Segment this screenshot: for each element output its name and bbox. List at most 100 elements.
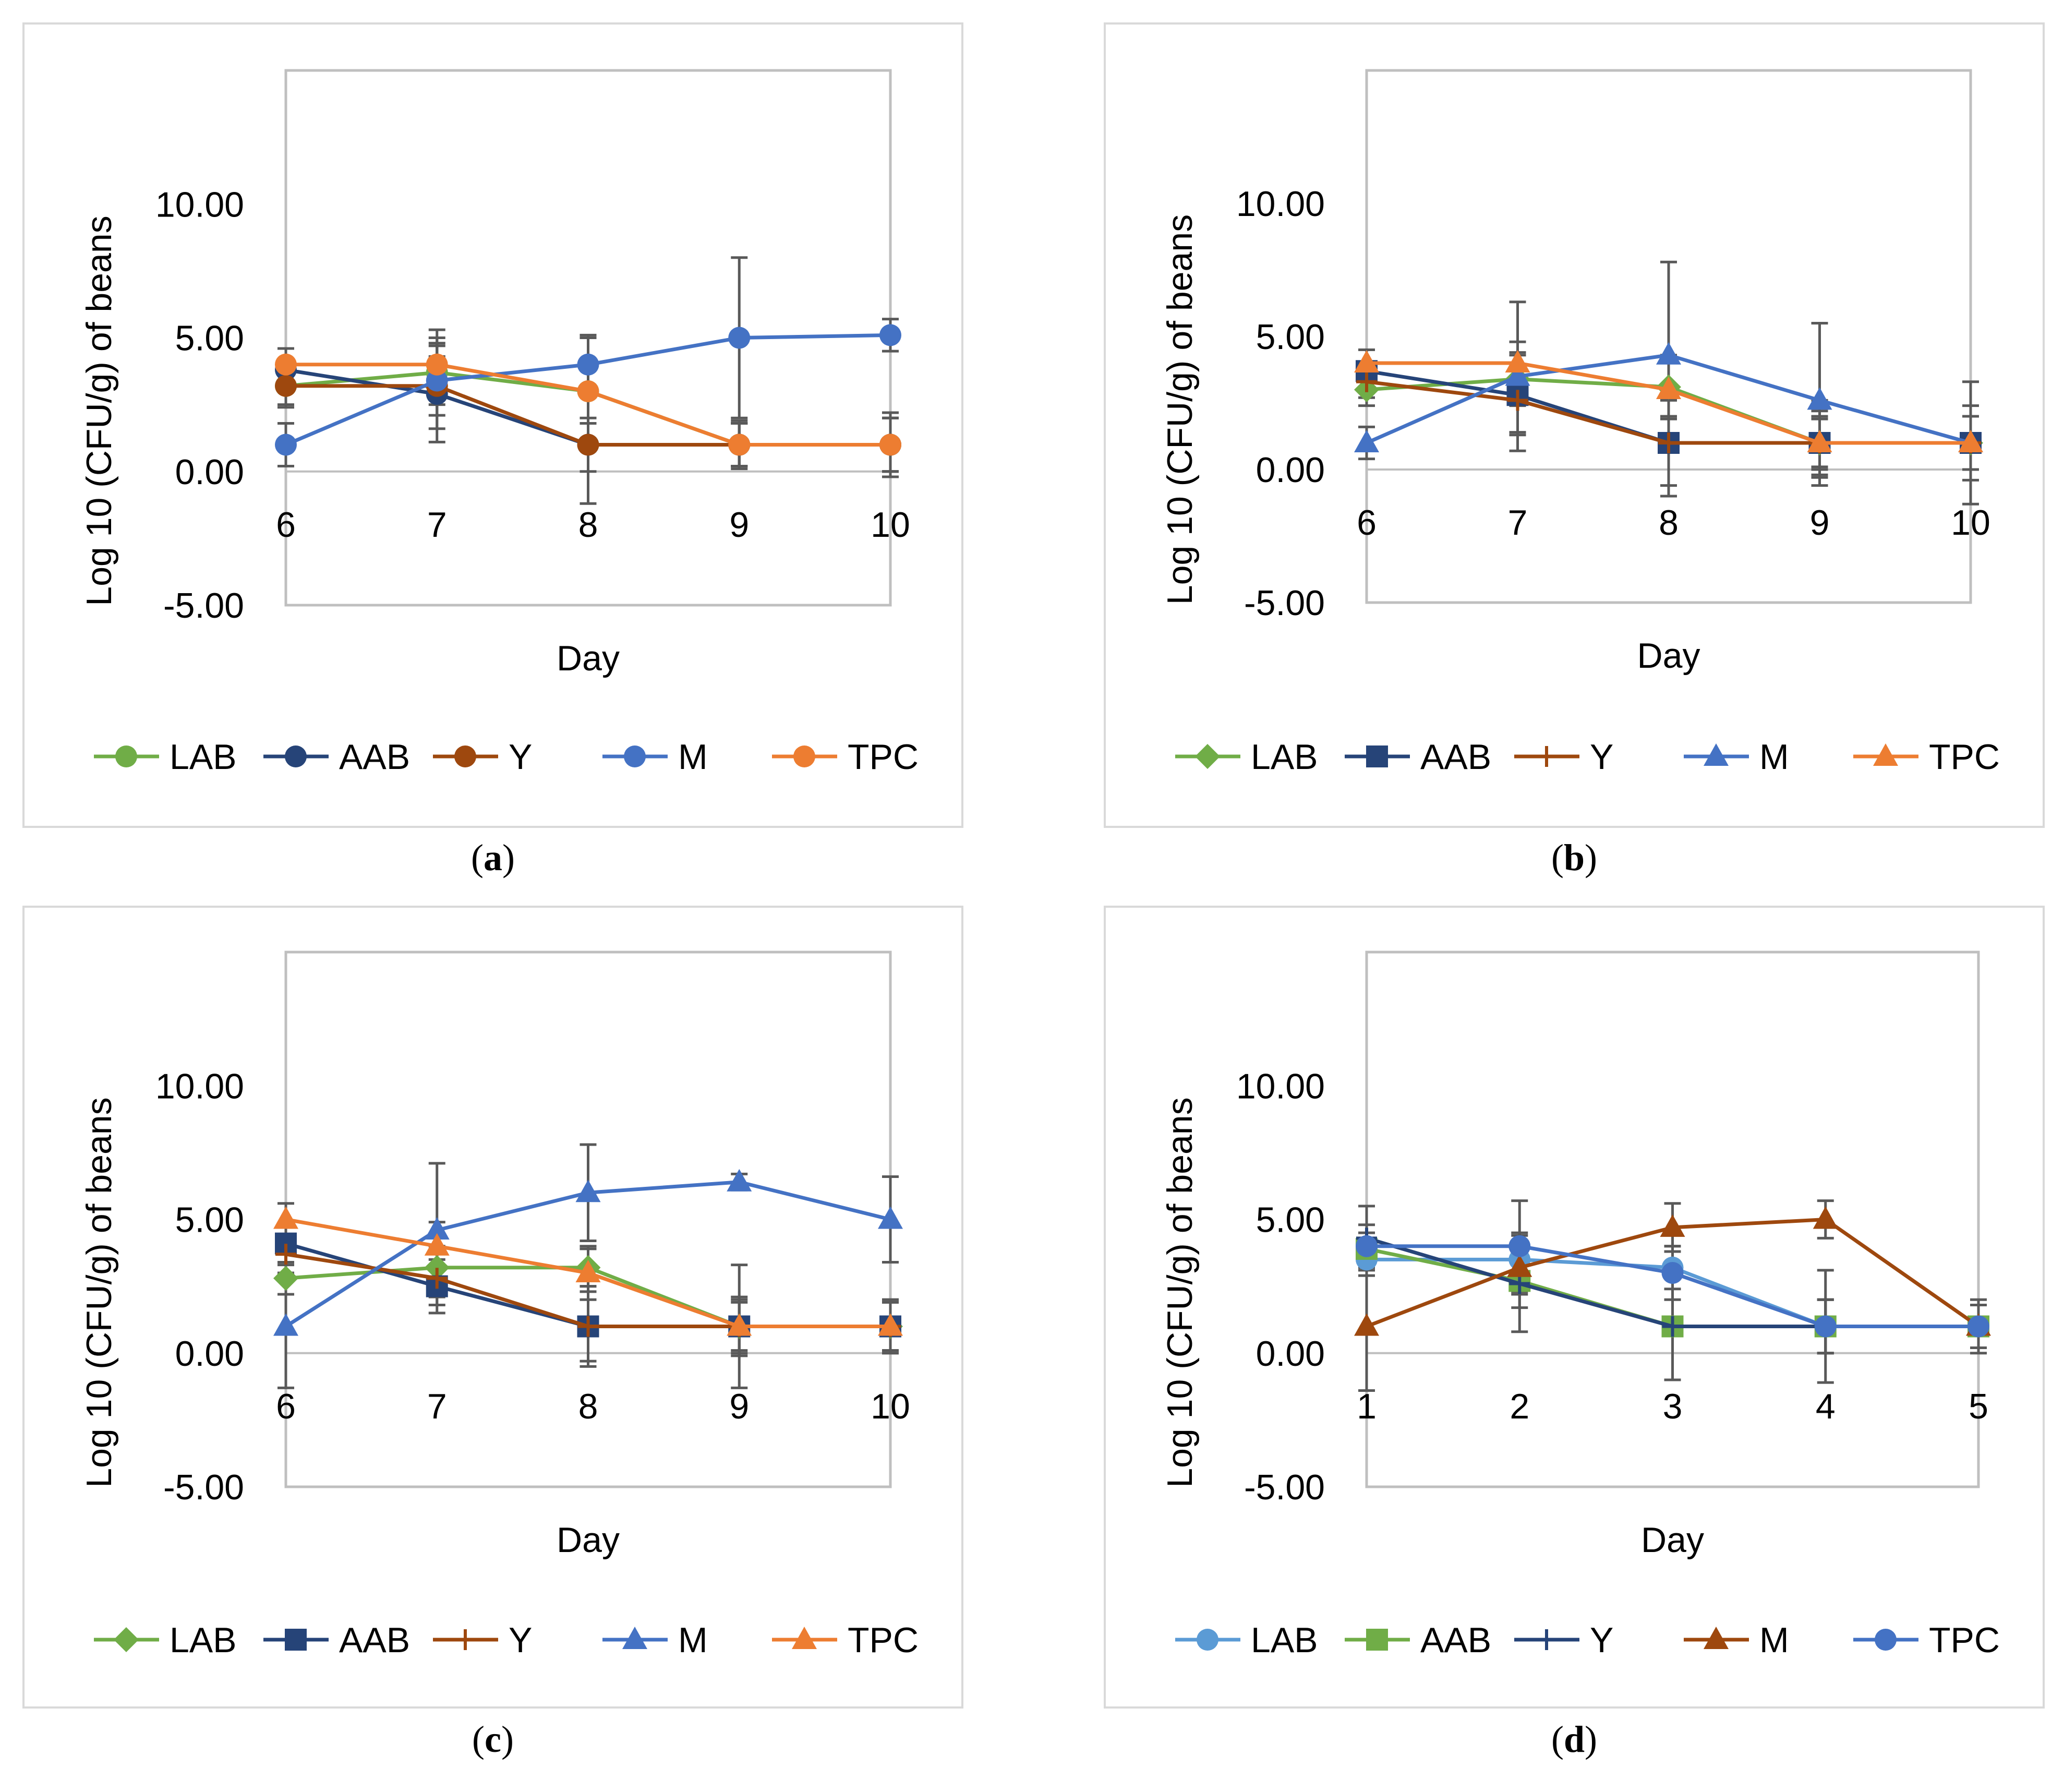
marker-c-y-legend-2 [455,1629,476,1650]
marker-a-m-1 [426,369,448,392]
x-tick-label-d: 4 [1816,1387,1836,1426]
caption-open-paren: ( [472,1718,485,1760]
x-tick-label-b: 6 [1357,503,1377,543]
marker-c-lab-0 [273,1266,298,1291]
marker-a-m-legend-3 [624,745,646,767]
caption-open-paren: ( [1551,1718,1564,1760]
plot-area-b [1365,69,1972,604]
marker-a-tpc-4 [879,434,901,456]
marker-b-m-3 [1807,387,1832,410]
caption-close-paren: ) [502,837,515,879]
marker-c-aab-legend-1 [285,1629,307,1651]
marker-c-tpc-4 [878,1313,903,1336]
y-tick-label-c: -5.00 [163,1468,244,1507]
marker-a-aab-legend-1 [285,745,307,767]
marker-b-tpc-2 [1656,377,1681,399]
legend-label-c: TPC [848,1620,919,1660]
y-axis-title-a: Log 10 (CFU/g) of beans [79,215,119,606]
marker-c-y-0 [275,1244,296,1265]
legend-c: LAB AAB Y M TPC [94,1620,919,1660]
marker-c-tpc-1 [424,1233,450,1256]
x-tick-label-a: 9 [729,505,749,545]
chart-frame-b [1104,22,2045,828]
marker-d-tpc-4 [1968,1315,1989,1338]
x-tick-label-a: 7 [427,505,447,545]
marker-b-y-1 [1507,390,1528,411]
marker-b-tpc-legend-4 [1873,743,1898,766]
marker-a-y-2 [577,434,599,456]
y-tick-label-b: -5.00 [1244,583,1325,623]
legend-d: LAB AAB Y M TPC [1175,1620,2000,1660]
legend-label-a: Y [509,737,532,777]
chart-panel-c: -5.00 0.00 5.00 10.00 6 7 8 9 10 Day Log 10 (CFU/g… [22,906,963,1760]
marker-a-tpc-legend-4 [793,745,815,767]
panel-caption-a: (a) [471,837,515,879]
caption-open-paren: ( [1551,837,1564,879]
y-axis-title-b: Log 10 (CFU/g) of beans [1160,214,1200,605]
marker-d-aab-legend-1 [1366,1629,1388,1651]
marker-d-tpc-1 [1508,1235,1531,1257]
legend-label-b: LAB [1251,737,1318,777]
legend-label-d: LAB [1251,1620,1318,1660]
marker-c-m-4 [878,1206,903,1229]
marker-d-tpc-3 [1814,1315,1837,1338]
y-tick-label-c: 0.00 [175,1334,244,1374]
marker-a-tpc-2 [577,380,599,402]
caption-letter: a [484,837,502,879]
marker-c-m-0 [273,1313,298,1336]
marker-d-tpc-legend-4 [1875,1629,1897,1651]
y-tick-label-c: 10.00 [155,1066,244,1106]
marker-b-m-legend-3 [1704,743,1729,766]
marker-a-y-legend-2 [454,745,476,767]
legend-label-d: M [1759,1620,1789,1660]
marker-b-tpc-4 [1958,430,1983,452]
legend-label-a: AAB [339,737,410,777]
y-tick-label-b: 0.00 [1256,450,1325,490]
y-tick-label-b: 5.00 [1256,317,1325,357]
caption-letter: c [485,1718,501,1760]
chart-panel-a: -5.00 0.00 5.00 10.00 6 7 8 9 10 Day Log 10 (CFU/g… [22,22,963,879]
marker-c-tpc-3 [727,1313,752,1336]
legend-b: LAB AAB Y M TPC [1175,737,2000,777]
marker-b-m-0 [1354,430,1379,452]
marker-a-tpc-1 [426,353,448,376]
y-tick-label-a: 10.00 [155,185,244,224]
x-tick-label-b: 8 [1659,503,1679,543]
marker-c-m-legend-3 [622,1627,647,1649]
caption-letter: b [1564,837,1585,879]
caption-close-paren: ) [501,1718,514,1760]
marker-d-lab-legend-0 [1197,1629,1218,1651]
legend-a: LAB AAB Y M TPC [94,737,919,777]
marker-c-lab-legend-0 [114,1627,139,1652]
marker-c-m-3 [727,1169,752,1192]
x-tick-label-a: 10 [871,505,910,545]
x-tick-label-c: 7 [427,1387,447,1426]
panel-caption-d: (d) [1551,1718,1597,1760]
y-axis-title-c: Log 10 (CFU/g) of beans [79,1097,119,1487]
marker-b-y-legend-2 [1536,746,1557,767]
caption-close-paren: ) [1585,837,1597,879]
legend-label-a: M [678,737,708,777]
marker-d-m-0 [1354,1313,1379,1336]
x-tick-label-b: 10 [1951,503,1990,543]
marker-d-m-2 [1660,1214,1685,1237]
panel-caption-c: (c) [472,1718,514,1760]
marker-b-tpc-3 [1807,430,1832,452]
marker-a-y-0 [275,375,297,397]
legend-label-d: Y [1590,1620,1613,1660]
legend-label-c: M [678,1620,708,1660]
x-axis-title-a: Day [557,639,620,678]
chart-frame-a [22,22,963,828]
marker-c-tpc-2 [575,1260,601,1282]
marker-c-tpc-legend-4 [792,1627,817,1649]
y-tick-label-b: 10.00 [1236,184,1325,224]
marker-b-aab-legend-1 [1366,745,1388,767]
legend-label-c: LAB [170,1620,237,1660]
chart-panel-b: -5.00 0.00 5.00 10.00 6 7 8 9 10 Day Log 10 (CFU/g… [1104,22,2045,879]
caption-open-paren: ( [471,837,484,879]
marker-c-m-1 [424,1217,450,1240]
marker-b-m-1 [1505,363,1530,386]
x-tick-label-c: 10 [871,1387,910,1426]
legend-label-d: AAB [1420,1620,1491,1660]
